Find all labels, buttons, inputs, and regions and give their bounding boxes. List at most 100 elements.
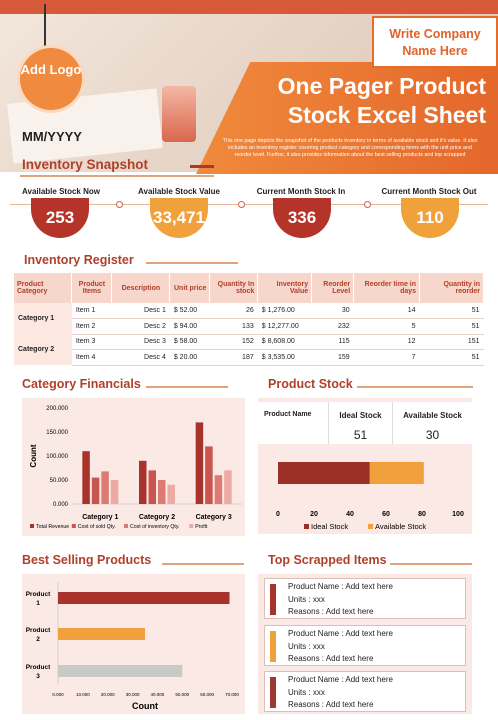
x-tick-label: 50.000 bbox=[175, 692, 189, 697]
cell: 26 bbox=[209, 303, 258, 319]
metric-label-available-stock: Available Stock Now bbox=[22, 187, 100, 196]
bar bbox=[58, 665, 183, 677]
snapshot-accent bbox=[190, 165, 214, 168]
cell: $ 52.00 bbox=[169, 303, 210, 319]
bar bbox=[82, 451, 90, 504]
best-selling-title: Best Selling Products bbox=[22, 553, 152, 567]
col-header: Quantity In stock bbox=[209, 273, 259, 303]
x-tick-label: Category 2 bbox=[139, 514, 175, 521]
legend-swatch bbox=[189, 524, 194, 528]
logo-string bbox=[44, 4, 46, 50]
divider-dot bbox=[238, 201, 245, 208]
scrapped-title: Top Scrapped Items bbox=[268, 553, 387, 567]
legend-label: Cost of inventory Qty. bbox=[130, 524, 180, 530]
y-tick-label: 200.000 bbox=[46, 406, 68, 412]
scrapped-card-accent bbox=[270, 677, 276, 708]
metric-label-stock-in: Current Month Stock In bbox=[256, 187, 346, 196]
bar bbox=[58, 628, 145, 640]
legend-swatch bbox=[124, 524, 128, 528]
cell: $ 58.00 bbox=[169, 334, 210, 350]
scrapped-card-accent bbox=[270, 631, 276, 662]
cell: Item 3 bbox=[71, 334, 112, 350]
table-header-row: Product Category Product Items Descripti… bbox=[14, 273, 484, 303]
metric-label-stock-out: Current Month Stock Out bbox=[381, 187, 477, 196]
scrapped-card: Product Name : Add text here Units : xxx… bbox=[264, 625, 466, 666]
legend-swatch bbox=[30, 524, 34, 528]
col-header: Unit price bbox=[169, 273, 211, 303]
bar bbox=[110, 480, 119, 504]
register-title: Inventory Register bbox=[24, 253, 134, 267]
cell: 51 bbox=[419, 318, 484, 335]
divider-dot bbox=[116, 201, 123, 208]
scrapped-underline bbox=[390, 563, 472, 565]
top-band bbox=[0, 0, 498, 14]
cell: 115 bbox=[311, 334, 354, 350]
col-header: Inventory Value bbox=[257, 273, 313, 303]
y-tick-label: Product bbox=[26, 664, 51, 671]
scrapped-card-text: Product Name : Add text here Units : xxx… bbox=[288, 674, 393, 712]
table-row: Category 1 Item 1 Desc 1 $ 52.00 26 $ 1,… bbox=[14, 303, 484, 334]
bar bbox=[91, 477, 100, 504]
best-selling-panel: Product 1 Product 2 Product 3 0.000 10.000 20.00… bbox=[22, 574, 245, 714]
product-stock-chart: 0 20 40 60 80 100 Ideal Stock Available Stock bbox=[276, 462, 464, 531]
x-tick-label: 0 bbox=[276, 511, 280, 518]
legend-label: Available Stock bbox=[375, 522, 426, 531]
cell: 14 bbox=[353, 303, 420, 319]
available-stock-header: Available Stock bbox=[403, 411, 462, 420]
cell: 159 bbox=[311, 349, 354, 366]
product-stock-table: Product Name Ideal Stock Available Stock… bbox=[258, 402, 472, 444]
scrapped-panel: Product Name : Add text here Units : xxx… bbox=[258, 574, 472, 714]
col-header: Reorder time in days bbox=[353, 273, 421, 303]
cell: Desc 3 bbox=[111, 334, 170, 350]
y-tick-label: Product bbox=[26, 627, 51, 634]
cell: 7 bbox=[353, 349, 420, 366]
y-tick-label: 2 bbox=[36, 636, 40, 643]
cell: 133 bbox=[209, 318, 258, 335]
legend-label: Profit bbox=[195, 524, 208, 530]
x-tick-label: 40 bbox=[346, 511, 354, 518]
table-row: Item 4 Desc 4 $ 20.00 187 $ 3,535.00 159… bbox=[14, 349, 484, 366]
col-header: Description bbox=[111, 273, 171, 303]
financials-panel: 200.000 150.000 100.000 50.000 0.000 Count Cat… bbox=[22, 398, 245, 536]
x-tick-label: 40.000 bbox=[151, 692, 165, 697]
cell: 232 bbox=[311, 318, 354, 335]
bar bbox=[139, 460, 147, 504]
title-line-2: Stock Excel Sheet bbox=[287, 102, 486, 128]
scrapped-reasons: Reasons : Add text here bbox=[288, 700, 374, 709]
metric-value-stock-out: 110 bbox=[401, 198, 459, 238]
x-tick-label: 30.000 bbox=[126, 692, 140, 697]
hero-glass-image bbox=[162, 86, 196, 142]
scrapped-reasons: Reasons : Add text here bbox=[288, 607, 374, 616]
category-cell: Category 2 bbox=[14, 334, 72, 365]
divider-dot bbox=[364, 201, 371, 208]
scrapped-product-name: Product Name : Add text here bbox=[288, 629, 393, 638]
x-tick-label: 10.000 bbox=[76, 692, 90, 697]
snapshot-underline bbox=[20, 175, 214, 177]
bar bbox=[101, 471, 109, 504]
legend-label: Total Revenue bbox=[36, 524, 69, 530]
cell: Desc 1 bbox=[111, 303, 170, 319]
cell: 152 bbox=[209, 334, 258, 350]
page-title: One Pager Product Stock Excel Sheet bbox=[210, 72, 486, 130]
cell: 12 bbox=[353, 334, 420, 350]
scrapped-product-name: Product Name : Add text here bbox=[288, 675, 393, 684]
x-tick-label: 0.000 bbox=[52, 692, 64, 697]
legend-label: Cost of sold Qty. bbox=[78, 524, 116, 530]
scrapped-units: Units : xxx bbox=[288, 641, 325, 651]
snapshot-divider bbox=[10, 204, 488, 205]
x-tick-label: 20 bbox=[310, 511, 318, 518]
x-tick-label: 70.000 bbox=[225, 692, 239, 697]
y-tick-label: 3 bbox=[36, 673, 40, 680]
scrapped-units: Units : xxx bbox=[288, 594, 325, 604]
x-tick-label: Category 3 bbox=[196, 514, 232, 521]
metric-value-available-stock: 253 bbox=[31, 198, 89, 238]
title-line-1: One Pager Product bbox=[277, 73, 486, 99]
scrapped-reasons: Reasons : Add text here bbox=[288, 654, 374, 663]
metric-label-stock-value: Available Stock Value bbox=[138, 187, 220, 196]
cell: $ 20.00 bbox=[169, 349, 210, 366]
cell: $ 8,608.00 bbox=[257, 334, 312, 350]
bar bbox=[167, 484, 175, 504]
bar bbox=[224, 470, 232, 504]
page-description: This one page depicts the snapshot of th… bbox=[222, 138, 478, 158]
